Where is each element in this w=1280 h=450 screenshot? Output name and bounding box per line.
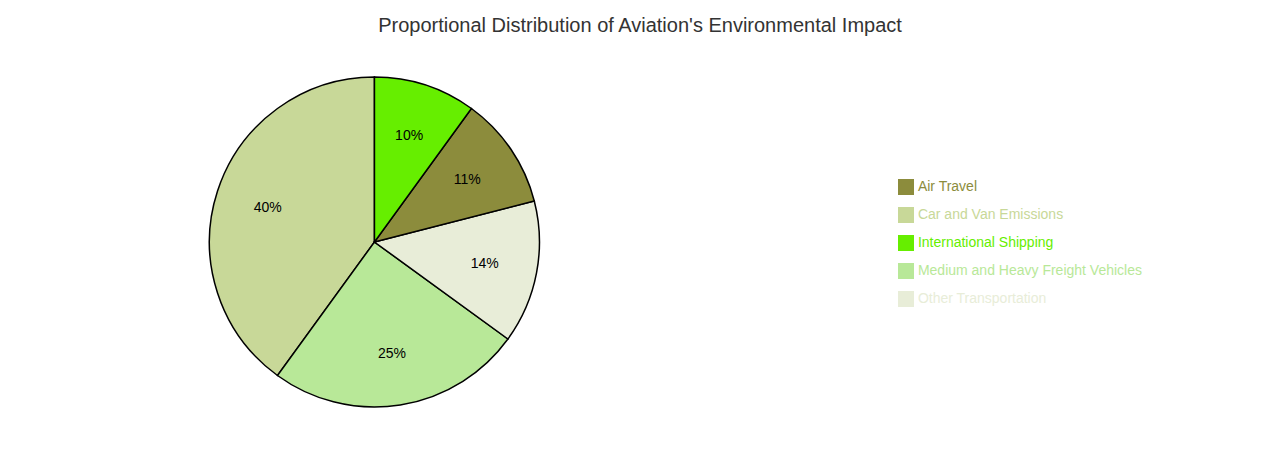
html-text:Other Transportation: Other Transportation (917, 290, 1047, 306)
html-text:International Shipping: International Shipping (917, 234, 1054, 250)
svg-text:11%: 11% (454, 171, 481, 187)
svg-text:40%: 40% (254, 199, 282, 215)
svg-text:10%: 10% (395, 127, 423, 143)
html-text:Car and Van Emissions: Car and Van Emissions (917, 206, 1064, 222)
html-text:Air Travel: Air Travel (917, 178, 977, 194)
svg-text:25%: 25% (378, 345, 406, 361)
html-text:Medium and Heavy Freight Vehic: Medium and Heavy Freight Vehicles (917, 262, 1142, 278)
svg-text:14%: 14% (471, 255, 499, 271)
html-text:Proportional Distribution of A: Proportional Distribution of Aviation's … (378, 14, 902, 36)
